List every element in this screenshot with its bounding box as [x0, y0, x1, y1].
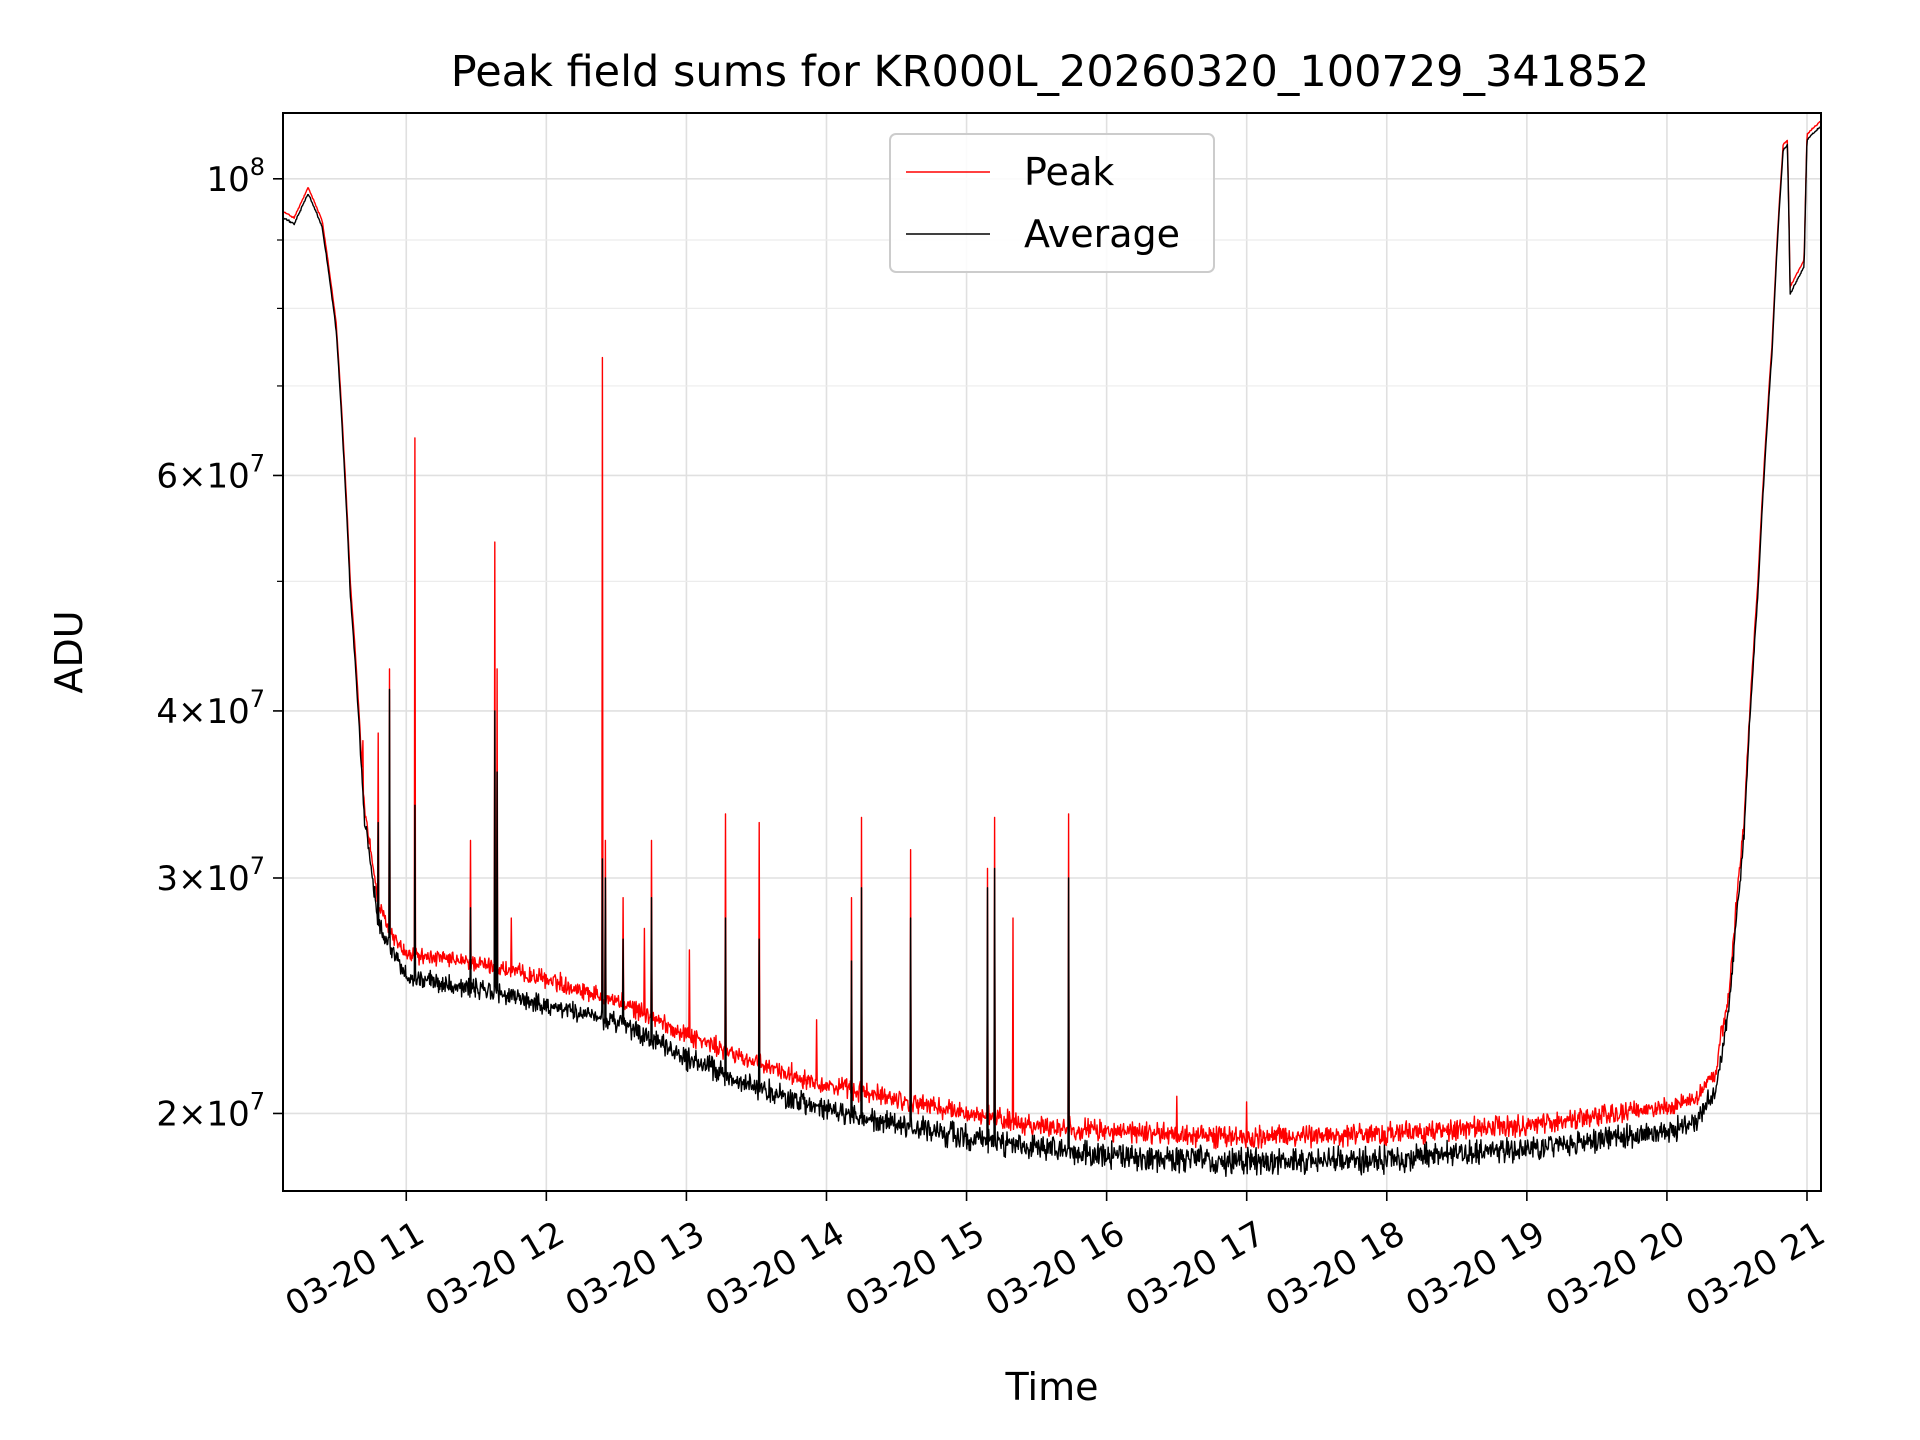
y-tick-label: 2×107: [156, 1087, 265, 1134]
legend-box: [889, 133, 1215, 273]
legend-average-label: Average: [1024, 212, 1180, 256]
y-axis-label: ADU: [47, 610, 91, 693]
y-tick-label: 4×107: [156, 685, 265, 732]
series-line-peak: [283, 120, 1821, 1150]
series-line-average: [283, 125, 1821, 1177]
y-tick-label: 6×107: [156, 449, 265, 496]
plot-frame: [282, 112, 1822, 1192]
y-tick-label: 108: [206, 153, 265, 200]
x-axis-label: Time: [1005, 1365, 1099, 1409]
legend-peak-label: Peak: [1024, 150, 1114, 194]
grid: [283, 113, 1821, 1191]
y-tick-label: 3×107: [156, 852, 265, 899]
series-layer: [283, 120, 1821, 1177]
legend: Peak Average: [889, 133, 1215, 273]
chart-title: Peak field sums for KR000L_20260320_1007…: [451, 47, 1649, 97]
